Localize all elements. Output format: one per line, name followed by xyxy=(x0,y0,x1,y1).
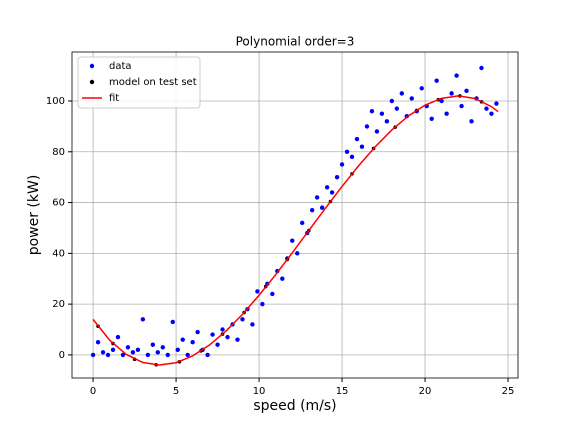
data-point xyxy=(419,86,424,91)
data-point xyxy=(90,352,96,358)
data-point xyxy=(319,205,325,210)
data-point xyxy=(409,96,414,101)
data-point xyxy=(235,337,240,342)
x-tick-label: 15 xyxy=(336,386,349,397)
data-point xyxy=(105,352,111,358)
data-point xyxy=(165,352,170,358)
data-point xyxy=(150,342,156,347)
data-point xyxy=(240,317,245,322)
data-point xyxy=(205,352,210,358)
data-point xyxy=(160,345,165,350)
data-point xyxy=(145,352,151,358)
data-point xyxy=(344,149,350,154)
data-point xyxy=(494,101,499,106)
data-point xyxy=(190,340,195,345)
data-point xyxy=(484,106,489,111)
data-point xyxy=(195,329,200,335)
data-point xyxy=(250,322,255,327)
data-point xyxy=(95,340,101,345)
data-point xyxy=(429,116,434,121)
x-axis-label: speed (m/s) xyxy=(253,398,336,414)
data-point xyxy=(469,119,474,124)
data-point xyxy=(464,88,469,94)
data-point xyxy=(270,291,275,297)
data-point xyxy=(175,347,180,353)
data-point xyxy=(489,111,494,116)
data-point xyxy=(454,73,459,78)
data-point xyxy=(309,207,315,213)
data-point xyxy=(394,106,400,111)
data-point xyxy=(135,347,141,353)
plot-area xyxy=(90,65,499,367)
data-point xyxy=(280,276,285,281)
data-point xyxy=(300,220,305,226)
data-point xyxy=(314,195,320,200)
y-tick-label: 60 xyxy=(52,198,65,209)
data-point xyxy=(115,334,121,340)
data-point xyxy=(359,144,365,149)
data-point xyxy=(110,347,116,353)
legend-label: data xyxy=(109,61,132,72)
data-point xyxy=(324,185,330,190)
data-point xyxy=(215,342,220,347)
y-tick-label: 0 xyxy=(59,350,65,361)
y-tick-label: 80 xyxy=(52,147,65,158)
chart-title: Polynomial order=3 xyxy=(236,35,355,49)
data-point xyxy=(220,327,225,332)
data-point xyxy=(349,154,355,160)
x-tick-label: 25 xyxy=(502,386,515,397)
data-point xyxy=(260,301,265,307)
x-tick-label: 5 xyxy=(173,386,179,397)
data-point xyxy=(379,111,385,116)
data-point xyxy=(290,238,295,243)
data-point xyxy=(459,103,464,109)
data-point xyxy=(449,91,454,96)
data-point xyxy=(210,332,215,337)
data-point xyxy=(225,334,230,340)
data-point xyxy=(384,119,390,124)
data-point xyxy=(479,65,484,71)
data-point xyxy=(125,345,131,350)
legend-swatch xyxy=(89,63,95,69)
x-tick-label: 10 xyxy=(253,386,266,397)
legend-label: model on test set xyxy=(109,77,197,88)
legend-swatch xyxy=(89,79,95,85)
x-tick-label: 20 xyxy=(419,386,432,397)
data-point xyxy=(334,174,340,180)
data-point xyxy=(100,350,106,355)
data-point xyxy=(155,350,161,355)
y-tick-label: 100 xyxy=(46,96,65,107)
data-point xyxy=(185,352,190,358)
y-tick-label: 40 xyxy=(52,248,65,259)
data-point xyxy=(434,78,439,83)
legend-label: fit xyxy=(109,93,119,104)
data-point xyxy=(130,350,136,355)
data-point xyxy=(339,162,345,167)
data-point xyxy=(364,124,370,129)
fit-line xyxy=(92,95,499,366)
data-point xyxy=(354,136,360,142)
data-point xyxy=(444,111,449,116)
data-point xyxy=(399,91,405,96)
data-point xyxy=(180,337,185,342)
legend-box xyxy=(77,56,201,109)
x-tick-label: 0 xyxy=(90,386,96,397)
y-axis-label: power (kW) xyxy=(26,175,42,256)
data-point xyxy=(255,289,260,294)
data-point xyxy=(295,251,300,256)
data-point xyxy=(140,317,146,322)
data-point xyxy=(369,108,375,114)
data-point xyxy=(329,190,335,195)
data-point xyxy=(439,98,444,104)
data-point xyxy=(120,352,126,358)
data-point xyxy=(374,129,380,134)
y-tick-label: 20 xyxy=(52,299,65,310)
data-point xyxy=(389,98,395,104)
plot-frame xyxy=(71,51,519,379)
data-point xyxy=(170,319,175,325)
